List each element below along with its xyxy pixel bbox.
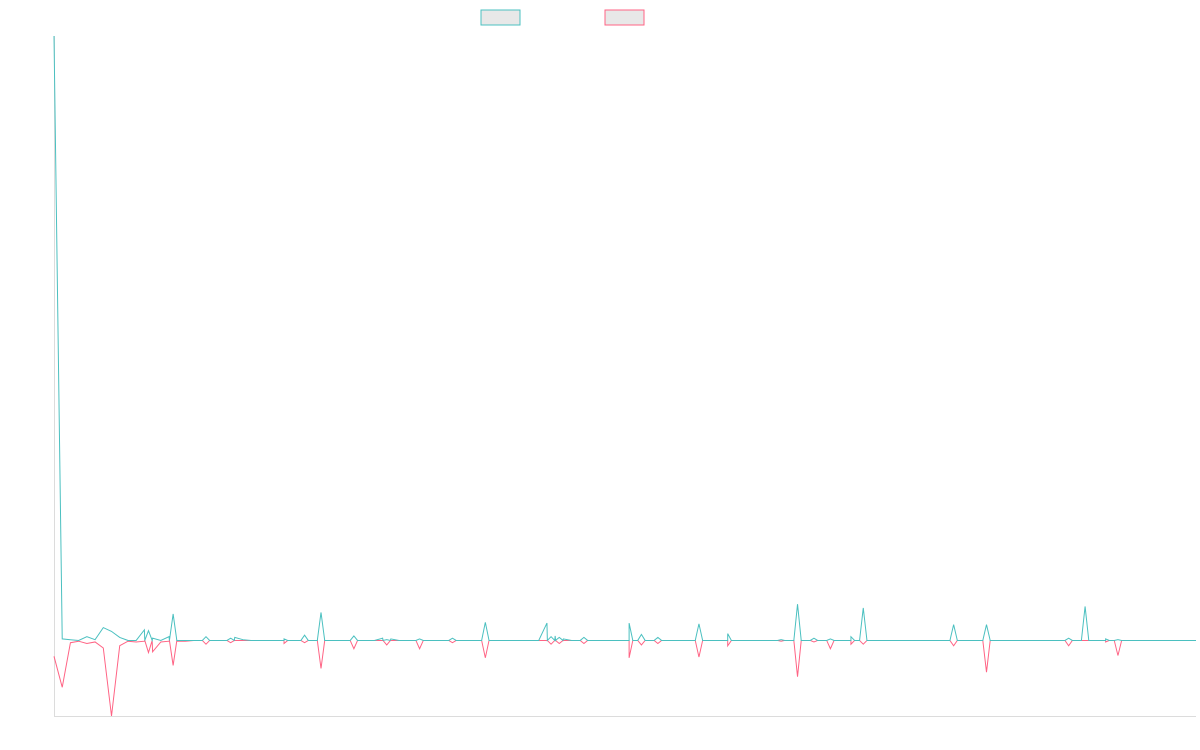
- series-a-line: [53, 35, 1196, 643]
- series-b-line: [53, 638, 1196, 717]
- series-layer: [53, 35, 1196, 717]
- chart-axes: [54, 36, 1196, 717]
- legend-swatch-series-a[interactable]: [480, 9, 521, 26]
- legend-swatch-series-b[interactable]: [604, 9, 645, 26]
- chart-legend: [480, 9, 645, 26]
